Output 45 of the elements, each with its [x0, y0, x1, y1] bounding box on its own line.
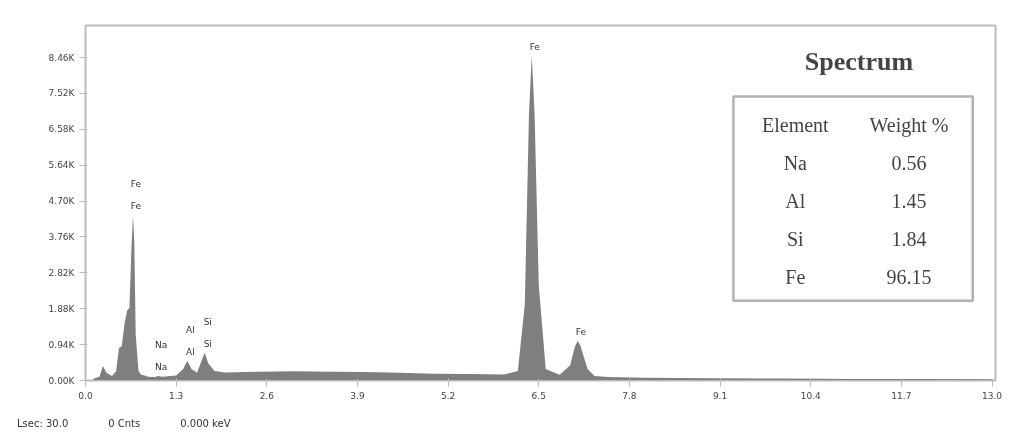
y-tick-label: 3.76K — [48, 231, 76, 242]
x-tick-label: 7.8 — [622, 390, 637, 401]
annotation: Al — [785, 189, 806, 212]
y-tick-label: 0.00K — [48, 375, 76, 386]
annotation: Fe — [130, 200, 142, 211]
text: Lsec: 30.0 — [17, 417, 69, 431]
annotation: Al — [185, 324, 195, 335]
annotation: Na — [154, 339, 168, 350]
x-tick-label: 13.0 — [981, 390, 1003, 401]
annotation: 0.56 — [891, 151, 927, 174]
annotation: 1.84 — [891, 227, 927, 250]
x-tick-label: 6.5 — [531, 390, 546, 401]
annotation: Si — [786, 227, 805, 250]
annotation: Weight % — [869, 113, 949, 137]
text: 0.000 keV — [180, 417, 231, 431]
annotation: Fe — [130, 178, 142, 189]
x-tick-label: 3.9 — [350, 390, 365, 401]
annotation: Si — [203, 338, 212, 349]
x-tick-label: 1.3 — [168, 390, 184, 401]
annotation: Fe — [785, 265, 806, 288]
x-tick-label: 11.7 — [891, 390, 912, 401]
text: Spectrum — [804, 46, 914, 76]
x-tick-label: 2.6 — [259, 390, 275, 401]
annotation: Si — [203, 316, 212, 327]
x-tick-label: 0.0 — [78, 390, 93, 401]
y-tick-label: 2.82K — [48, 267, 76, 278]
annotation: Na — [783, 151, 808, 174]
annotation: 96.15 — [886, 265, 932, 288]
annotation: Fe — [575, 326, 587, 337]
x-tick-label: 10.4 — [800, 390, 821, 401]
x-tick-label: 5.2 — [440, 390, 456, 401]
annotation: Na — [154, 361, 168, 372]
annotation: Al — [185, 346, 195, 357]
y-tick-label: 0.94K — [48, 339, 76, 350]
y-tick-label: 5.64K — [48, 160, 76, 171]
y-tick-label: 4.70K — [48, 196, 76, 207]
text: 0 Cnts — [108, 417, 141, 431]
y-tick-label: 6.58K — [48, 124, 76, 135]
x-tick-label: 9.1 — [712, 390, 728, 401]
y-tick-label: 1.88K — [48, 303, 76, 314]
annotation: Element — [761, 113, 830, 136]
annotation: 1.45 — [891, 189, 927, 212]
y-tick-label: 8.46K — [48, 52, 76, 63]
y-tick-label: 7.52K — [48, 88, 76, 99]
annotation: Fe — [529, 42, 541, 53]
